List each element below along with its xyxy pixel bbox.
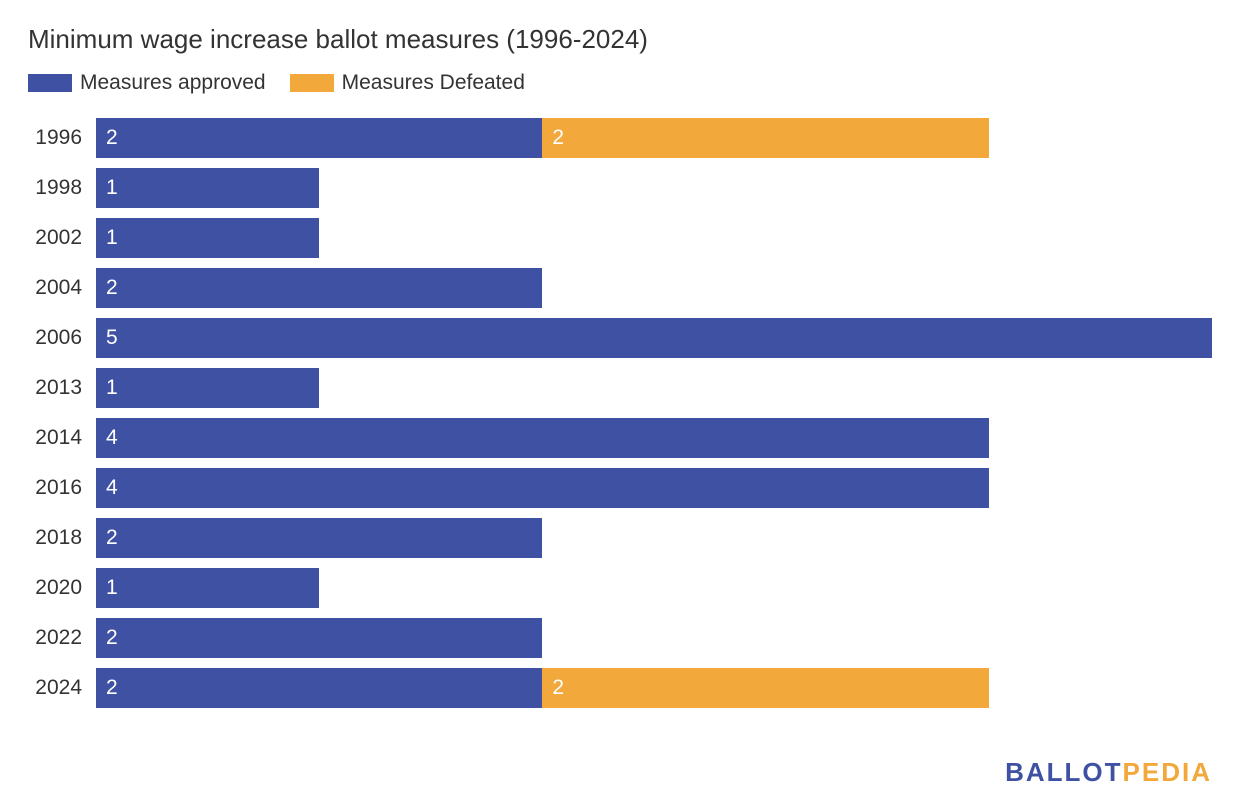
chart-row: 2006 5 (28, 313, 1212, 363)
legend: Measures approved Measures Defeated (28, 71, 1212, 95)
bar-value-label: 2 (106, 626, 118, 650)
bar-track: 2 (96, 268, 1212, 308)
bar-value-label: 2 (106, 676, 118, 700)
bar-value-label: 2 (552, 676, 564, 700)
bar-value-label: 2 (106, 276, 118, 300)
bar-value-label: 4 (106, 426, 118, 450)
chart-row: 1998 1 (28, 163, 1212, 213)
attribution-logo: BALLOTPEDIA (1005, 757, 1212, 788)
bar-track: 2 (96, 618, 1212, 658)
y-axis-label: 2013 (28, 376, 96, 400)
bar-value-label: 4 (106, 476, 118, 500)
bar-track: 22 (96, 118, 1212, 158)
chart-row: 2013 1 (28, 363, 1212, 413)
legend-item-approved: Measures approved (28, 71, 266, 95)
chart-row: 2016 4 (28, 463, 1212, 513)
chart-row: 2020 1 (28, 563, 1212, 613)
y-axis-label: 2022 (28, 626, 96, 650)
chart-title: Minimum wage increase ballot measures (1… (28, 24, 1212, 55)
y-axis-label: 2016 (28, 476, 96, 500)
bar-segment-approved: 1 (96, 568, 319, 608)
chart-row: 199622 (28, 113, 1212, 163)
y-axis-label: 1996 (28, 126, 96, 150)
legend-label-approved: Measures approved (80, 71, 266, 95)
chart-row: 202422 (28, 663, 1212, 713)
legend-label-defeated: Measures Defeated (342, 71, 525, 95)
y-axis-label: 2020 (28, 576, 96, 600)
bar-track: 2 (96, 518, 1212, 558)
legend-swatch-approved (28, 74, 72, 92)
chart-row: 2002 1 (28, 213, 1212, 263)
bar-segment-approved: 1 (96, 368, 319, 408)
y-axis-label: 2024 (28, 676, 96, 700)
chart-area: 1996221998120021200422006520131201442016… (28, 113, 1212, 713)
bar-segment-approved: 1 (96, 218, 319, 258)
bar-segment-approved: 4 (96, 468, 989, 508)
y-axis-label: 1998 (28, 176, 96, 200)
bar-segment-approved: 2 (96, 518, 542, 558)
bar-track: 5 (96, 318, 1212, 358)
chart-row: 2004 2 (28, 263, 1212, 313)
chart-row: 2018 2 (28, 513, 1212, 563)
y-axis-label: 2002 (28, 226, 96, 250)
y-axis-label: 2014 (28, 426, 96, 450)
bar-value-label: 1 (106, 576, 118, 600)
bar-segment-defeated: 2 (542, 118, 988, 158)
chart-row: 2014 4 (28, 413, 1212, 463)
bar-track: 1 (96, 568, 1212, 608)
bar-segment-approved: 2 (96, 268, 542, 308)
bar-track: 4 (96, 418, 1212, 458)
attribution-part1: BALLOT (1005, 757, 1122, 787)
bar-value-label: 2 (106, 126, 118, 150)
bar-value-label: 5 (106, 326, 118, 350)
chart-row: 2022 2 (28, 613, 1212, 663)
legend-item-defeated: Measures Defeated (290, 71, 525, 95)
attribution-part2: PEDIA (1123, 757, 1212, 787)
bar-segment-defeated: 2 (542, 668, 988, 708)
legend-swatch-defeated (290, 74, 334, 92)
bar-track: 1 (96, 368, 1212, 408)
y-axis-label: 2018 (28, 526, 96, 550)
bar-segment-approved: 1 (96, 168, 319, 208)
bar-track: 1 (96, 168, 1212, 208)
bar-value-label: 1 (106, 226, 118, 250)
bar-track: 4 (96, 468, 1212, 508)
bar-segment-approved: 2 (96, 618, 542, 658)
bar-value-label: 1 (106, 176, 118, 200)
bar-value-label: 2 (106, 526, 118, 550)
bar-value-label: 2 (552, 126, 564, 150)
bar-segment-approved: 5 (96, 318, 1212, 358)
y-axis-label: 2004 (28, 276, 96, 300)
bar-segment-approved: 4 (96, 418, 989, 458)
y-axis-label: 2006 (28, 326, 96, 350)
bar-segment-approved: 2 (96, 668, 542, 708)
bar-track: 22 (96, 668, 1212, 708)
bar-value-label: 1 (106, 376, 118, 400)
bar-track: 1 (96, 218, 1212, 258)
bar-segment-approved: 2 (96, 118, 542, 158)
